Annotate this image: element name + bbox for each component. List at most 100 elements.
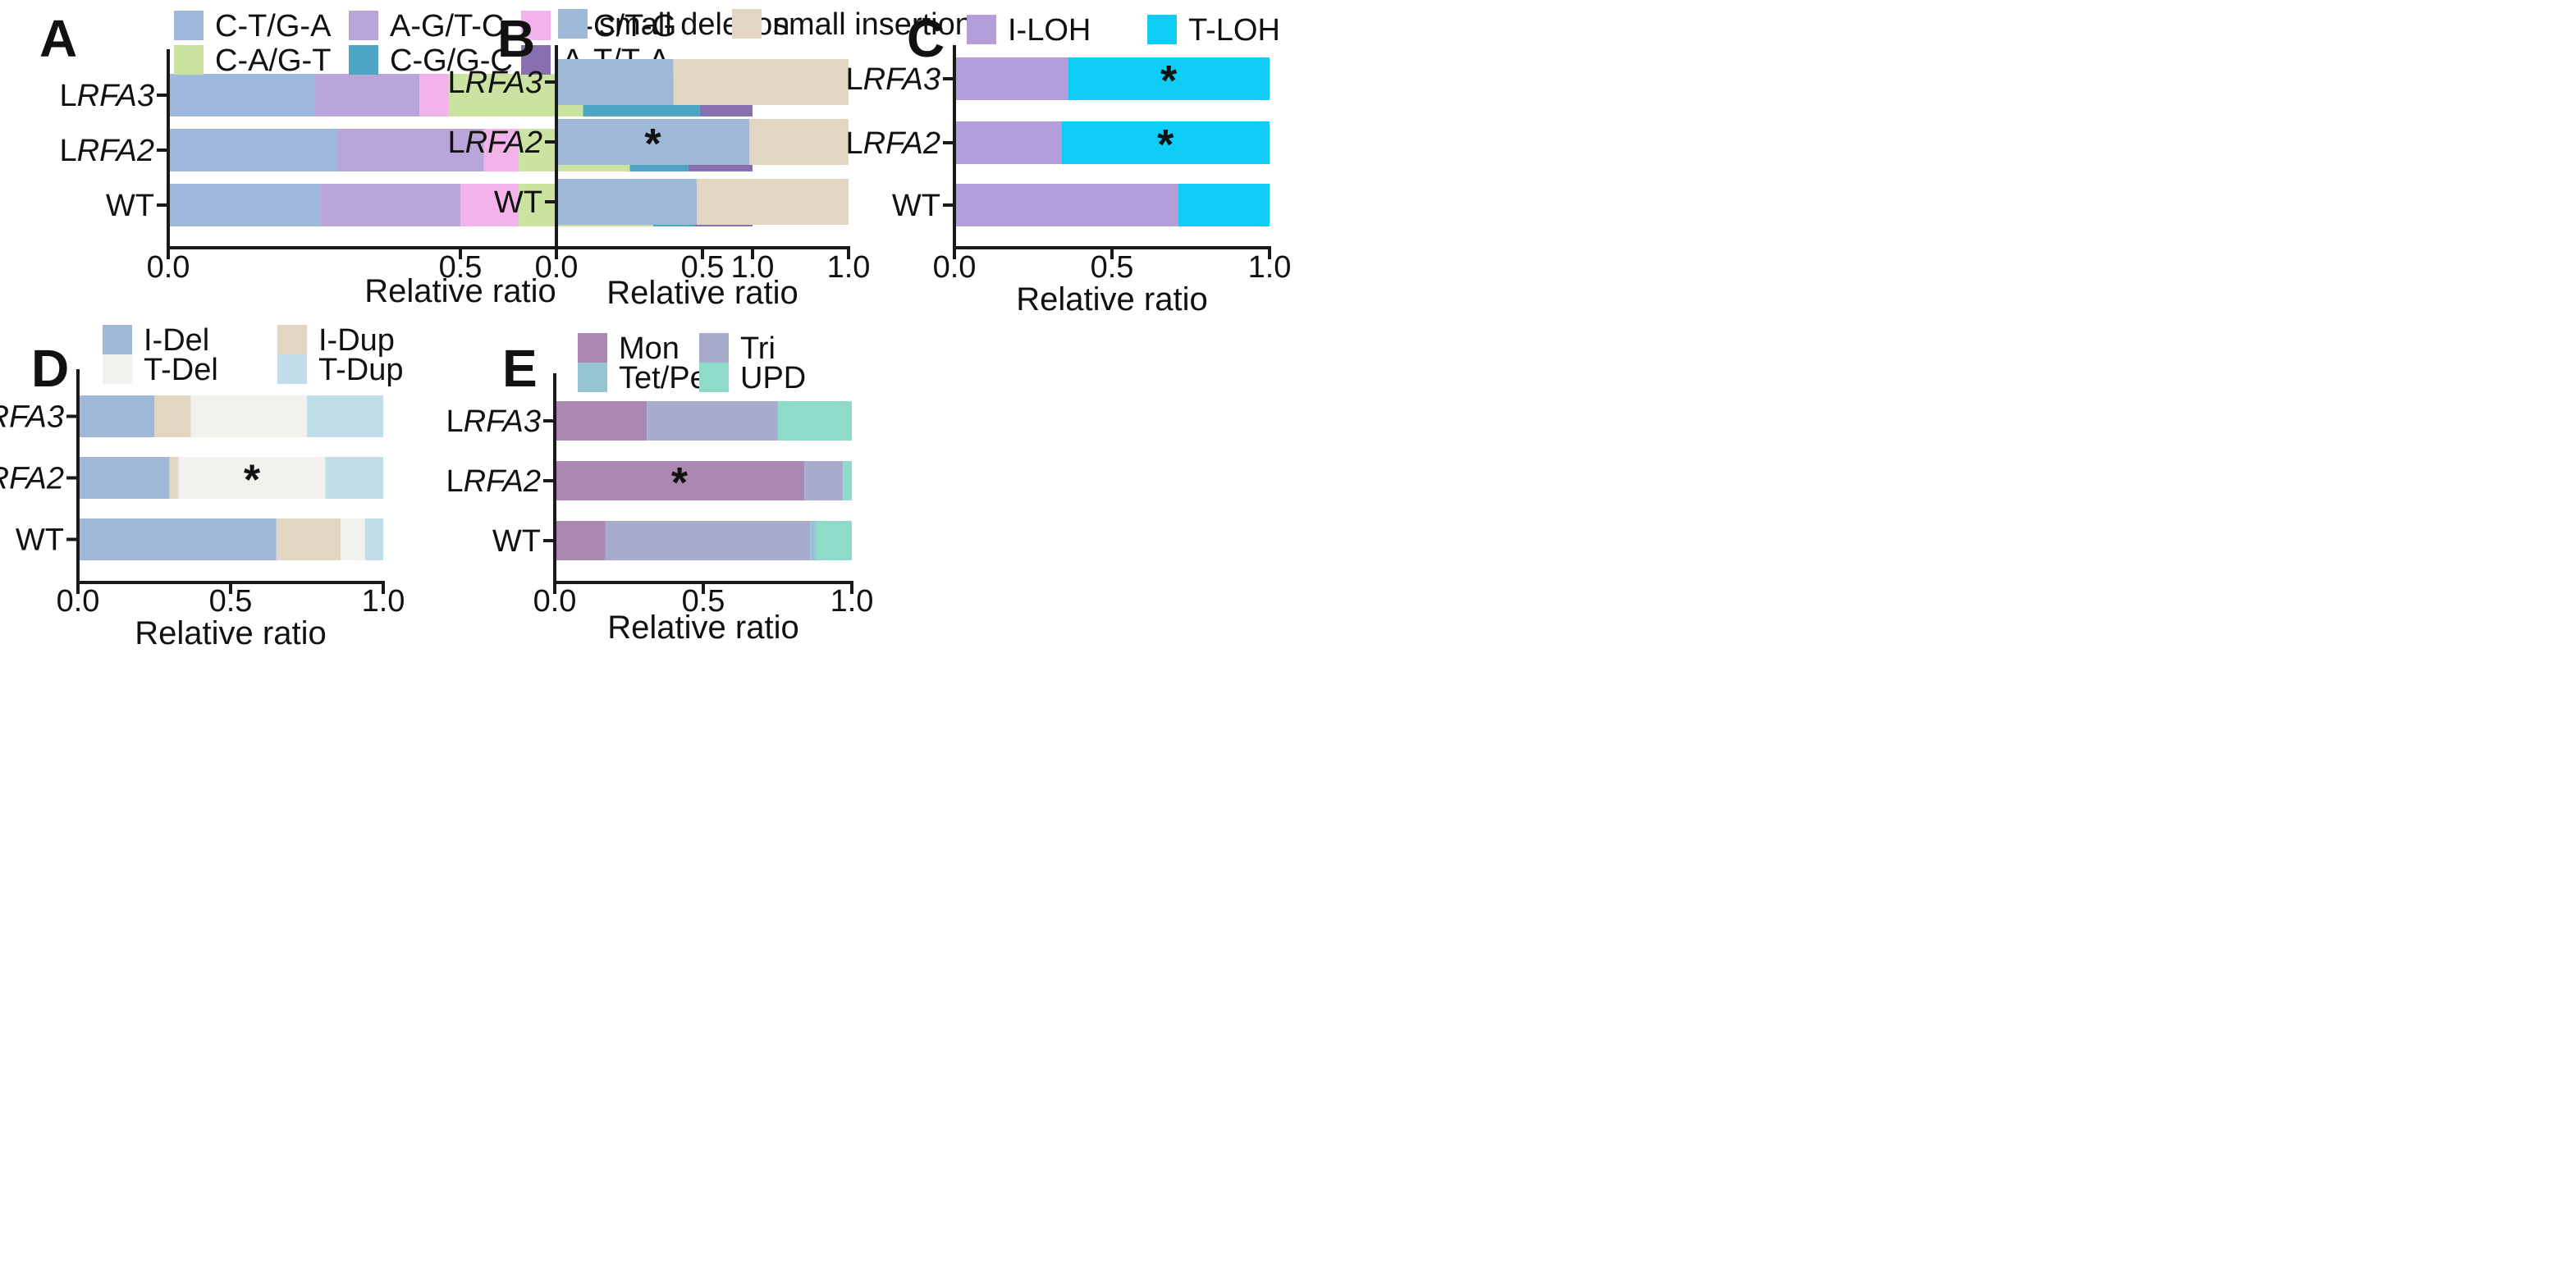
legend-label-d-t-del: T-Del — [144, 353, 218, 387]
panel-letter-e: E — [502, 339, 538, 398]
bar-d-wt-t-dup — [364, 518, 383, 560]
legend-swatch-b-small-deletion — [558, 9, 588, 39]
legend-swatch-e-tri — [699, 333, 729, 363]
x-tick-label-a-0: 0.0 — [147, 250, 190, 285]
x-tick-label-a-1: 0.5 — [439, 250, 483, 285]
bar-b-lrfa3-small-deletion — [556, 59, 674, 105]
legend-swatch-a-c-a-g-t — [174, 45, 204, 75]
x-axis-title-c: Relative ratio — [1016, 281, 1207, 317]
legend-label-e-mon: Mon — [619, 331, 679, 366]
panel-letter-c: C — [907, 9, 945, 68]
x-tick-label-e-0: 0.0 — [533, 584, 577, 619]
legend-swatch-d-i-del — [103, 325, 132, 354]
panel-letter-d: D — [31, 339, 69, 398]
legend-swatch-b-small-insertion — [732, 9, 762, 39]
bar-d-lrfa2-i-dup — [169, 457, 179, 499]
legend-label-a-c-a-g-t: C-A/G-T — [215, 43, 331, 78]
bar-c-lrfa3-t-loh — [1068, 57, 1270, 100]
x-axis-title-d: Relative ratio — [135, 615, 326, 651]
y-tick-label-c-lrfa3: LRFA3 — [846, 62, 940, 97]
legend-label-e-tri: Tri — [740, 331, 776, 366]
bar-b-lrfa3-small-insertion — [673, 59, 849, 105]
bar-a-lrfa3-c-t-g-a — [168, 74, 314, 116]
x-axis-title-a: Relative ratio — [364, 273, 556, 309]
significance-marker-c-lrfa3: * — [1160, 57, 1178, 105]
bar-d-wt-i-del — [78, 518, 277, 560]
legend-label-d-i-dup: I-Dup — [318, 323, 395, 358]
bar-b-lrfa2-small-deletion — [556, 119, 749, 165]
bar-d-lrfa3-t-dup — [307, 395, 383, 437]
bar-b-lrfa2-small-insertion — [748, 119, 849, 165]
bar-e-lrfa2-upd — [843, 461, 852, 500]
legend-label-c-i-loh: I-LOH — [1008, 13, 1091, 48]
legend-swatch-d-i-dup — [277, 325, 307, 354]
legend-swatch-d-t-del — [103, 354, 132, 384]
bar-a-lrfa3-a-g-t-c — [314, 74, 420, 116]
panel-d: D * 0.0 0.5 1.0 WT LRFA2 LRFA3 Relative ratio I-D… — [0, 323, 405, 651]
bar-e-lrfa3-upd — [777, 401, 852, 441]
bar-d-lrfa3-i-del — [78, 395, 154, 437]
legend-label-c-t-loh: T-LOH — [1188, 13, 1280, 48]
bar-a-lrfa2-a-g-t-c — [337, 129, 484, 171]
legend-d: I-Del I-Dup T-Del T-Dup — [103, 323, 403, 387]
legend-label-a-c-g-g-c: C-G/G-C — [390, 43, 513, 78]
bar-a-lrfa2-c-t-g-a — [168, 129, 338, 171]
y-tick-label-e-wt: WT — [492, 524, 541, 559]
x-axis-title-b: Relative ratio — [606, 275, 798, 311]
bar-e-wt-tri — [605, 521, 811, 560]
bar-e-wt-upd — [816, 521, 852, 560]
bar-e-wt-mon — [555, 521, 606, 560]
x-tick-label-d-1: 0.5 — [209, 584, 253, 619]
x-tick-label-e-2: 1.0 — [830, 584, 874, 619]
legend-swatch-c-i-loh — [967, 15, 996, 44]
y-tick-label-b-lrfa3: LRFA3 — [448, 66, 542, 100]
x-tick-label-b-1: 0.5 — [681, 250, 725, 285]
legend-label-d-t-dup: T-Dup — [318, 353, 403, 387]
bar-d-lrfa3-i-dup — [154, 395, 191, 437]
y-tick-label-b-lrfa2: LRFA2 — [448, 126, 542, 160]
bar-e-lrfa3-mon — [555, 401, 647, 441]
bar-e-wt-tet-pen — [810, 521, 817, 560]
y-tick-label-e-lrfa2: LRFA2 — [446, 464, 541, 499]
bar-d-wt-t-del — [340, 518, 365, 560]
y-tick-label-d-lrfa2: LRFA2 — [0, 462, 64, 496]
legend-swatch-d-t-dup — [277, 354, 307, 384]
bar-c-lrfa3-i-loh — [954, 57, 1068, 100]
bar-d-lrfa3-t-del — [190, 395, 307, 437]
legend-label-b-small-insertion: small insertion — [773, 7, 972, 42]
x-axis-title-e: Relative ratio — [607, 610, 798, 646]
legend-swatch-e-mon — [578, 333, 607, 363]
legend-swatch-a-c-t-g-a — [174, 11, 204, 40]
bar-a-wt-c-t-g-a — [168, 184, 321, 226]
bar-a-wt-a-g-t-c — [320, 184, 460, 226]
legend-label-d-i-del: I-Del — [144, 323, 209, 358]
bar-e-lrfa2-mon — [555, 461, 805, 500]
x-tick-label-d-2: 1.0 — [362, 584, 405, 619]
legend-swatch-a-a-c-t-g — [521, 11, 551, 40]
y-tick-label-c-wt: WT — [892, 189, 940, 223]
significance-marker-d-lrfa2: * — [244, 457, 261, 505]
bar-d-lrfa2-i-del — [78, 457, 170, 499]
bar-a-lrfa2-a-c-t-g — [483, 129, 519, 171]
x-tick-label-e-1: 0.5 — [682, 584, 725, 619]
significance-marker-b-lrfa2: * — [644, 121, 661, 168]
y-tick-label-d-wt: WT — [16, 523, 64, 558]
legend-label-a-a-g-t-c: A-G/T-C — [390, 9, 504, 43]
legend-swatch-c-t-loh — [1147, 15, 1177, 44]
bar-d-wt-i-dup — [276, 518, 341, 560]
bar-c-lrfa2-t-loh — [1061, 121, 1270, 164]
x-tick-label-d-0: 0.0 — [57, 584, 100, 619]
bar-a-wt-a-c-t-g — [460, 184, 519, 226]
x-tick-label-c-2: 1.0 — [1248, 250, 1292, 285]
y-tick-label-b-wt: WT — [494, 185, 542, 220]
x-tick-label-b-2: 1.0 — [827, 250, 871, 285]
legend-swatch-a-c-g-g-c — [349, 45, 378, 75]
legend-swatch-a-a-g-t-c — [349, 11, 378, 40]
panel-e: E * 0.0 0.5 1.0 WT LRFA2 LRFA3 Relative ratio Mon… — [446, 331, 874, 646]
bar-b-wt-small-deletion — [556, 179, 697, 225]
bar-d-lrfa2-t-del — [178, 457, 326, 499]
y-tick-label-a-lrfa2: LRFA2 — [60, 134, 154, 168]
